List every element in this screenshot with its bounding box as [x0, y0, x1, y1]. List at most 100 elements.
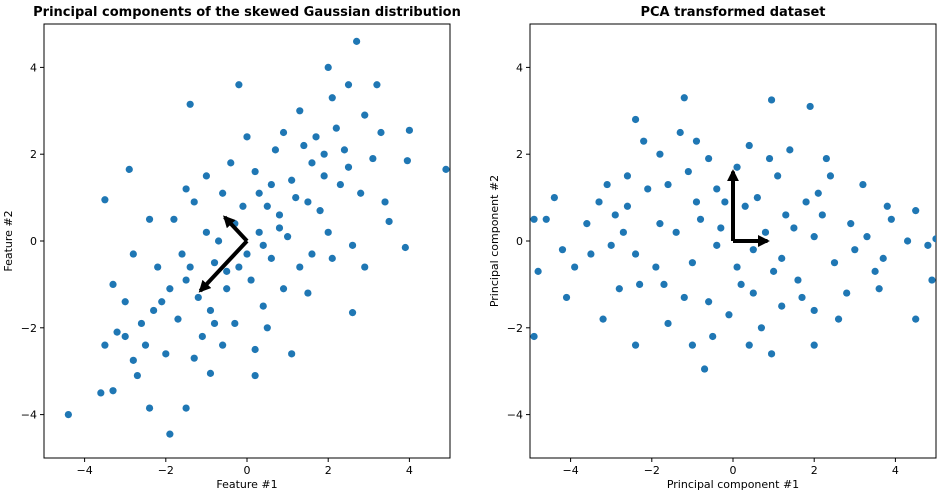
data-point	[308, 159, 316, 167]
data-point	[320, 150, 328, 158]
data-point	[774, 172, 782, 180]
data-point	[767, 350, 776, 358]
data-point	[357, 189, 365, 197]
y-tick-label: 2	[516, 148, 523, 161]
x-tick-label: −4	[562, 464, 578, 477]
data-point	[778, 302, 786, 310]
data-point	[271, 146, 280, 154]
data-point	[802, 198, 810, 206]
component-arrow	[198, 239, 249, 293]
data-point	[401, 243, 409, 252]
left-chart-title: Principal components of the skewed Gauss…	[33, 5, 461, 20]
left-y-ticks: −4 −2 0 2 4	[21, 61, 44, 422]
data-point	[145, 215, 154, 223]
data-point	[223, 285, 231, 293]
data-point	[288, 350, 296, 358]
data-point	[332, 124, 340, 132]
data-point	[664, 180, 672, 189]
data-point	[158, 298, 166, 306]
data-point	[822, 154, 830, 163]
data-point	[162, 350, 170, 358]
x-tick-label: −2	[644, 464, 660, 477]
data-point	[255, 189, 263, 197]
data-point	[562, 293, 571, 302]
data-point	[223, 267, 231, 275]
data-point	[361, 111, 369, 119]
data-point	[194, 293, 202, 302]
data-point	[786, 146, 794, 154]
data-point	[709, 332, 717, 341]
right-component-arrows	[727, 169, 770, 247]
data-point	[721, 198, 729, 206]
y-tick-label: −2	[21, 322, 37, 335]
data-point	[903, 237, 912, 245]
data-point	[348, 309, 357, 317]
right-x-ticks: −4 −2 0 2 4	[562, 458, 899, 477]
data-point	[231, 319, 239, 328]
data-point	[316, 207, 324, 215]
data-point	[275, 211, 284, 219]
data-point	[219, 341, 227, 349]
y-tick-label: −4	[21, 409, 37, 422]
data-point	[279, 128, 288, 137]
data-point	[810, 306, 818, 315]
data-point	[170, 215, 178, 223]
data-point	[705, 298, 713, 306]
data-point	[385, 217, 393, 226]
data-point	[680, 94, 688, 102]
data-point	[615, 285, 623, 293]
data-point	[530, 215, 538, 223]
data-point	[251, 167, 259, 176]
data-point	[239, 202, 247, 210]
data-point	[713, 241, 721, 249]
data-point	[109, 280, 117, 288]
data-point	[623, 172, 632, 180]
data-point	[688, 341, 697, 349]
left-y-axis-label: Feature #2	[2, 210, 15, 271]
y-tick-label: 4	[30, 61, 37, 74]
data-point	[263, 324, 271, 332]
x-tick-label: 4	[892, 464, 899, 477]
data-point	[324, 63, 332, 71]
left-x-ticks: −4 −2 0 2 4	[76, 458, 413, 477]
data-point	[928, 276, 936, 284]
data-point	[595, 198, 603, 206]
data-point	[328, 254, 336, 262]
data-point	[235, 263, 243, 271]
data-point	[97, 389, 105, 397]
left-component-arrows	[198, 215, 249, 293]
data-point	[834, 315, 843, 323]
data-point	[924, 241, 932, 249]
data-point	[251, 371, 259, 380]
y-tick-label: 4	[516, 61, 523, 74]
data-point	[753, 194, 761, 202]
data-point	[640, 137, 648, 145]
data-point	[259, 302, 267, 310]
x-tick-label: −4	[76, 464, 92, 477]
data-point	[166, 285, 174, 293]
data-point	[887, 215, 895, 223]
data-point	[214, 237, 223, 245]
data-point	[859, 180, 867, 189]
data-point	[767, 96, 776, 104]
data-point	[583, 220, 591, 228]
data-point	[765, 154, 774, 163]
data-point	[875, 285, 883, 293]
data-point	[259, 241, 267, 249]
data-point	[871, 267, 879, 275]
data-point	[101, 196, 109, 204]
data-point	[182, 185, 190, 193]
data-point	[879, 254, 887, 262]
x-tick-label: 2	[811, 464, 818, 477]
data-point	[219, 189, 227, 197]
data-point	[700, 365, 709, 373]
data-point	[403, 157, 411, 165]
data-point	[247, 276, 255, 284]
component-arrow	[223, 215, 249, 243]
data-point	[550, 194, 558, 202]
y-tick-label: −2	[507, 322, 523, 335]
data-point	[741, 202, 749, 210]
data-point	[725, 311, 733, 319]
data-point	[623, 202, 632, 210]
